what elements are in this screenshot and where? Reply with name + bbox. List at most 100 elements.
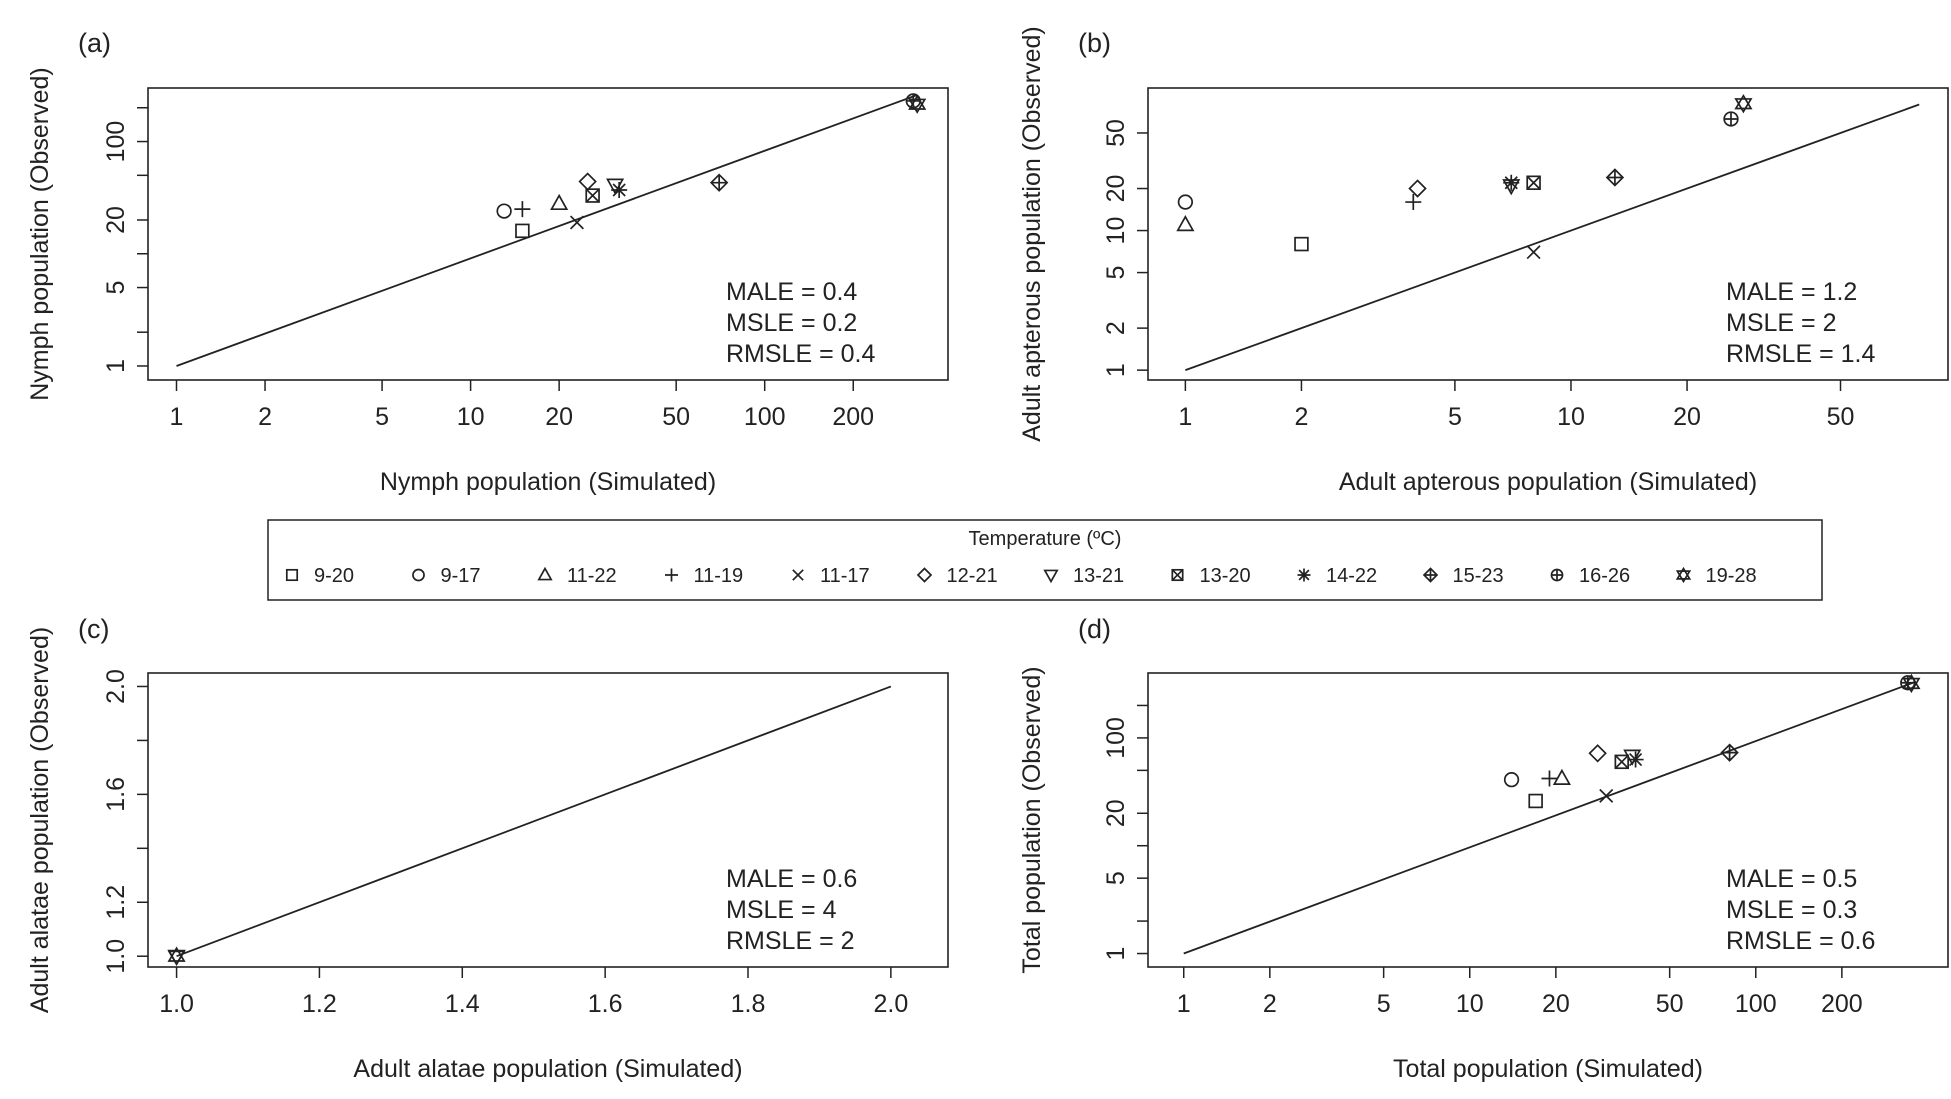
point-12-21	[1408, 179, 1427, 198]
point-9-17	[1177, 194, 1194, 210]
legend-marker-16-26	[1550, 568, 1564, 582]
point-11-22	[1176, 215, 1195, 232]
plot-frame	[147, 672, 949, 968]
x-tick-label: 5	[1377, 990, 1391, 1018]
x-tick-label: 10	[1557, 403, 1585, 431]
legend-label: 11-17	[820, 565, 870, 587]
legend-frame	[267, 519, 1823, 601]
x-tick-label: 1.2	[302, 990, 337, 1018]
y-tick-label: 2	[1102, 321, 1130, 335]
x-axis-title: Adult alatae population (Simulated)	[353, 1055, 742, 1083]
y-tick-label: 2.0	[102, 669, 130, 704]
y-tick-label: 1	[1102, 947, 1130, 961]
metric-label: MALE = 0.4	[726, 278, 857, 306]
metric-label: RMSLE = 1.4	[1726, 340, 1875, 368]
metric-label: MSLE = 0.2	[726, 309, 857, 337]
x-tick-label: 5	[375, 403, 389, 431]
x-tick-label: 20	[545, 403, 573, 431]
x-tick-label: 1	[170, 403, 184, 431]
y-axis-title: Adult alatae population (Observed)	[26, 627, 54, 1013]
point-15-23	[1720, 743, 1739, 762]
y-axis-title: Total population (Observed)	[1018, 666, 1046, 973]
legend-label: 13-20	[1200, 565, 1251, 587]
x-tick-label: 1.6	[588, 990, 623, 1018]
legend-marker-14-22	[1297, 568, 1311, 582]
reference-line	[176, 685, 892, 958]
point-14-22	[1503, 174, 1520, 191]
point-9-20	[1294, 236, 1309, 252]
metric-label: MSLE = 4	[726, 896, 837, 924]
x-tick-label: 1	[1177, 990, 1191, 1018]
x-axis-title: Nymph population (Simulated)	[380, 468, 716, 496]
metric-label: MSLE = 0.3	[1726, 896, 1857, 924]
point-13-20	[585, 188, 600, 203]
x-tick-label: 2	[1294, 403, 1308, 431]
y-tick-label: 5	[102, 281, 130, 295]
legend-label: 19-28	[1706, 565, 1757, 587]
legend-marker-11-19	[665, 568, 678, 582]
x-tick-label: 50	[1827, 403, 1855, 431]
point-14-22	[1627, 751, 1644, 768]
legend-marker-12-21	[916, 567, 933, 583]
plot-frame	[1147, 87, 1949, 381]
point-9-20	[515, 223, 530, 239]
x-tick-label: 50	[1656, 990, 1684, 1018]
x-tick-label: 200	[832, 403, 874, 431]
legend-marker-11-22	[537, 566, 553, 581]
point-14-22	[611, 181, 628, 198]
x-tick-label: 200	[1821, 990, 1863, 1018]
point-9-17	[496, 203, 512, 219]
y-tick-label: 5	[1102, 871, 1130, 885]
legend: Temperature (ºC) 9-20 9-17 11-22 11-19 11-17 1…	[267, 519, 1823, 601]
legend-label: 9-17	[441, 565, 481, 587]
metric-label: MSLE = 2	[1726, 309, 1836, 337]
y-tick-label: 50	[1102, 119, 1130, 147]
x-tick-label: 5	[1448, 403, 1462, 431]
metric-label: MALE = 0.6	[726, 865, 857, 893]
legend-label: 11-19	[694, 565, 744, 587]
point-11-19	[1541, 770, 1558, 787]
point-15-23	[1605, 168, 1625, 187]
reference-line	[1185, 103, 1920, 371]
metric-label: RMSLE = 0.4	[726, 340, 875, 368]
metric-label: RMSLE = 0.6	[1726, 927, 1875, 955]
legend-marker-13-21	[1043, 569, 1059, 584]
metric-label: MALE = 0.5	[1726, 865, 1857, 893]
y-tick-label: 20	[102, 206, 130, 234]
y-axis-title: Nymph population (Observed)	[26, 67, 54, 401]
x-axis-title: Adult apterous population (Simulated)	[1339, 468, 1757, 496]
panel-tag: (d)	[1078, 614, 1111, 644]
y-tick-label: 20	[1102, 175, 1130, 203]
point-11-22	[550, 193, 569, 211]
y-tick-label: 20	[1102, 799, 1130, 827]
panel-b: (b) 1 2 5 10 20 50 1 2 5 10 20 50 Adult apterous popu…	[1018, 26, 1949, 496]
legend-label: 15-23	[1453, 565, 1504, 587]
point-9-20	[1528, 793, 1543, 809]
point-13-20	[1614, 754, 1630, 770]
y-tick-label: 5	[1102, 266, 1130, 280]
legend-marker-9-20	[285, 568, 299, 582]
x-tick-label: 20	[1542, 990, 1570, 1018]
point-11-17	[1526, 245, 1541, 260]
y-tick-label: 10	[1102, 217, 1130, 245]
point-19-28	[1902, 673, 1921, 694]
panel-c: (c) 1.0 1.2 1.4 1.6 1.8 2.0 1.0 1.2 1.6 2.0 Adult a…	[26, 614, 949, 1083]
legend-title: Temperature (ºC)	[969, 528, 1122, 550]
legend-marker-19-28	[1675, 566, 1692, 584]
x-tick-label: 2	[1263, 990, 1277, 1018]
legend-marker-15-23	[1422, 567, 1439, 583]
y-tick-label: 100	[1102, 717, 1130, 759]
reference-line	[1183, 681, 1916, 955]
point-9-17	[1503, 772, 1520, 788]
x-tick-label: 100	[744, 403, 786, 431]
legend-label: 9-20	[314, 565, 354, 587]
legend-marker-9-17	[412, 568, 425, 582]
legend-marker-11-17	[792, 569, 804, 581]
point-16-26	[1723, 111, 1739, 127]
x-tick-label: 10	[457, 403, 485, 431]
panel-d: (d) 1 2 5 10 20 50 100 200 1 5 20 100 Total populatio…	[1018, 614, 1949, 1083]
point-19-28	[1734, 94, 1753, 114]
point-12-21	[578, 172, 597, 191]
legend-label: 16-26	[1579, 565, 1630, 587]
